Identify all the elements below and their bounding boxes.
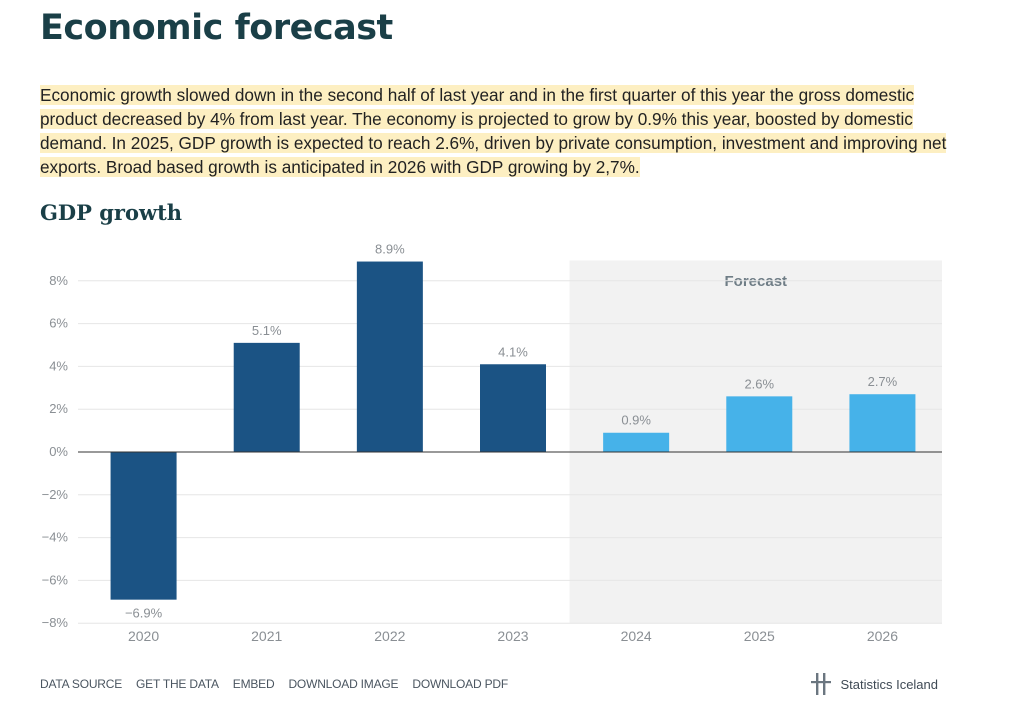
intro-paragraph: Economic growth slowed down in the secon… [40, 83, 950, 179]
y-tick-label: −4% [42, 530, 69, 545]
bar-2020 [110, 452, 177, 600]
bar-2021 [233, 342, 300, 452]
data-label: −6.9% [125, 606, 163, 621]
data-label: 4.1% [498, 344, 528, 359]
brand-name: Statistics Iceland [840, 676, 938, 692]
x-tick-label: 2020 [128, 628, 159, 644]
y-tick-label: −2% [42, 487, 69, 502]
bar-2024 [603, 432, 670, 452]
data-label: 0.9% [621, 413, 651, 428]
y-tick-label: 8% [49, 273, 68, 288]
y-tick-label: 2% [49, 401, 68, 416]
download-image-link[interactable]: DOWNLOAD IMAGE [288, 677, 399, 691]
gdp-growth-chart: Forecast8%6%4%2%0%−2%−4%−6%−8%−6.9%20205… [42, 242, 942, 644]
x-tick-label: 2021 [251, 628, 282, 644]
x-tick-label: 2022 [374, 628, 405, 644]
data-source-link[interactable]: DATA SOURCE [40, 677, 123, 691]
bar-2022 [356, 261, 423, 452]
embed-link[interactable]: EMBED [232, 677, 275, 691]
chart-title: GDP growth [40, 200, 183, 225]
bar-2023 [480, 364, 546, 452]
x-tick-label: 2026 [867, 628, 898, 644]
page-title: Economic forecast [40, 8, 393, 48]
y-tick-label: 4% [49, 358, 68, 373]
footer-links: DATA SOURCE GET THE DATA EMBED DOWNLOAD … [40, 677, 508, 691]
y-tick-label: −8% [42, 615, 69, 630]
download-pdf-link[interactable]: DOWNLOAD PDF [412, 677, 508, 691]
bar-2025 [726, 396, 793, 452]
brand[interactable]: Statistics Iceland [810, 672, 938, 696]
x-tick-label: 2024 [621, 628, 652, 644]
data-label: 8.9% [375, 242, 405, 257]
data-label: 2.6% [744, 376, 774, 391]
statistics-iceland-logo-icon [810, 672, 832, 696]
y-tick-label: 0% [49, 444, 68, 459]
get-the-data-link[interactable]: GET THE DATA [136, 677, 219, 691]
x-tick-label: 2025 [744, 628, 775, 644]
data-label: 2.7% [868, 374, 898, 389]
x-tick-label: 2023 [497, 628, 528, 644]
y-tick-label: −6% [42, 572, 69, 587]
y-tick-label: 6% [49, 316, 68, 331]
bar-2026 [849, 394, 916, 452]
data-label: 5.1% [252, 323, 282, 338]
intro-text: Economic growth slowed down in the secon… [40, 85, 947, 177]
